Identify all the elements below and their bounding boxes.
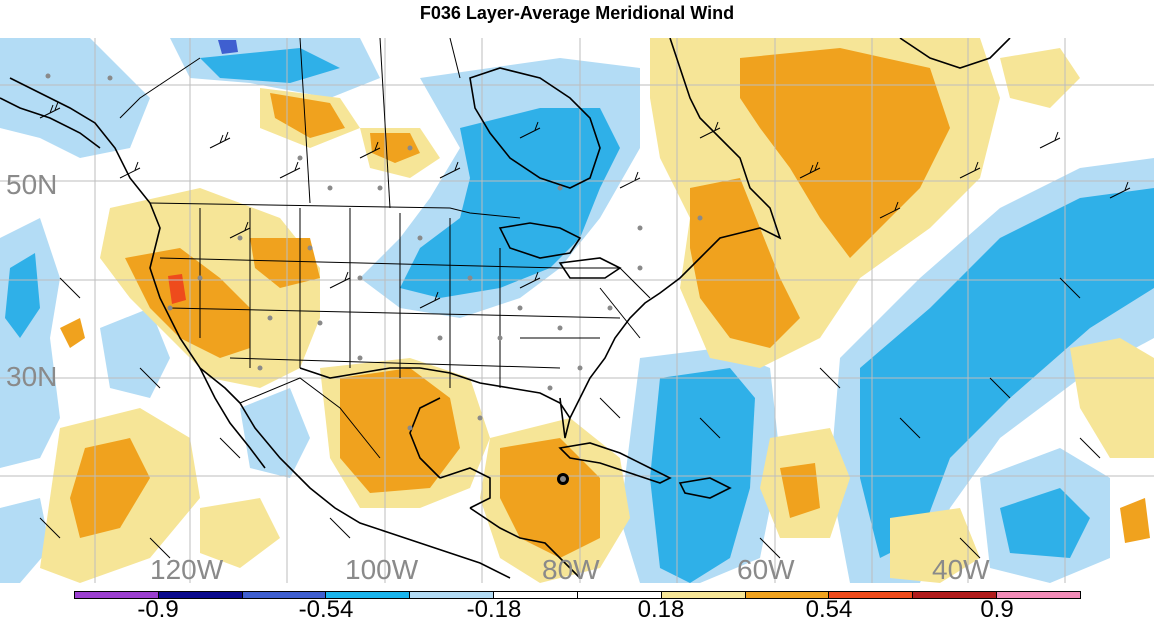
shade-yellow	[200, 498, 280, 568]
colorbar-segment	[410, 592, 495, 598]
shade-light-blue	[0, 498, 50, 583]
shade-orange	[250, 238, 320, 288]
colorbar-label: 0.18	[637, 596, 685, 623]
colorbar-label: 0.54	[805, 596, 853, 623]
colorbar-segment	[75, 592, 159, 598]
shade-light-blue	[0, 38, 150, 158]
lon-label-60w: 60W	[737, 554, 795, 584]
lon-label-80w: 80W	[542, 554, 600, 584]
shade-blue	[200, 48, 340, 83]
shade-orange	[60, 318, 85, 348]
shade-blue	[400, 108, 620, 298]
colorbar-segment	[745, 592, 830, 598]
shade-yellow	[1070, 338, 1154, 458]
shade-orange	[740, 48, 950, 258]
station-dots	[45, 73, 703, 431]
colorbar-segment	[326, 592, 411, 598]
wind-shading	[0, 38, 1154, 583]
shade-light-blue	[100, 308, 170, 398]
shade-red	[168, 274, 186, 304]
shade-orange	[370, 133, 420, 163]
colorbar	[74, 591, 1081, 599]
colorbar-segment	[661, 592, 746, 598]
shade-orange	[70, 438, 150, 538]
shade-orange	[690, 178, 800, 348]
colorbar-segment	[158, 592, 243, 598]
shade-yellow	[1000, 48, 1080, 108]
shade-orange	[500, 438, 600, 558]
wind-barbs	[39, 101, 1131, 559]
map-panel: 50N 30N 120W 100W 80W 60W 40W	[0, 38, 1154, 583]
state-and-country-borders	[119, 38, 651, 459]
shade-orange	[780, 463, 820, 518]
colorbar-label: -0.9	[137, 596, 179, 623]
target-marker	[557, 473, 569, 485]
lon-label-100w: 100W	[345, 554, 419, 584]
shade-blue	[5, 253, 40, 338]
shade-orange	[270, 93, 345, 138]
lat-label-30n: 30N	[6, 361, 58, 392]
colorbar-segment	[997, 592, 1080, 598]
shade-light-blue	[240, 388, 310, 478]
shade-orange	[1120, 498, 1150, 543]
shade-blue	[1000, 488, 1090, 558]
colorbar-segment	[242, 592, 327, 598]
shade-dark-blue	[218, 40, 238, 54]
shade-orange	[340, 368, 460, 493]
colorbar-segment	[494, 592, 578, 598]
colorbar-segment	[829, 592, 914, 598]
lon-label-40w: 40W	[932, 554, 990, 584]
colorbar-label: 0.9	[980, 596, 1014, 623]
shade-yellow	[890, 508, 980, 583]
colorbar-label: -0.54	[298, 596, 354, 623]
colorbar-segment	[577, 592, 662, 598]
lon-label-120w: 120W	[150, 554, 224, 584]
coastlines-and-borders	[0, 38, 1011, 579]
shade-orange	[125, 248, 250, 358]
lat-label-50n: 50N	[6, 169, 58, 200]
shade-light-blue	[0, 218, 60, 468]
colorbar-segment	[913, 592, 998, 598]
meridional-wind-map	[0, 38, 1154, 583]
map-title: F036 Layer-Average Meridional Wind	[419, 3, 735, 23]
colorbar-label: -0.18	[466, 596, 522, 623]
